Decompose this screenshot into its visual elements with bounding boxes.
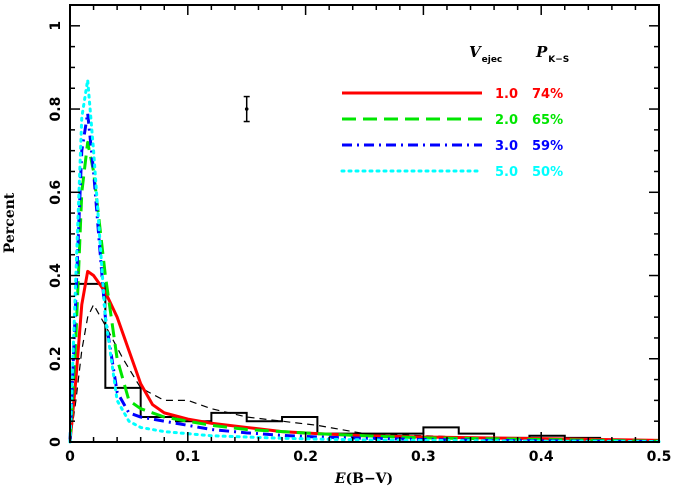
series-line-5-0 bbox=[68, 78, 661, 444]
x-axis-title: E(B−V) bbox=[334, 471, 393, 487]
y-tick-label: 0.4 bbox=[48, 263, 64, 288]
y-axis-title: Percent bbox=[2, 192, 18, 253]
plot-content bbox=[68, 78, 661, 444]
x-tick-label: 0.2 bbox=[293, 449, 318, 465]
axis-ticks: 0 0.1 0.2 0.3 0.4 0.5 0 0.2 0.4 0.6 0.8 1 bbox=[48, 5, 671, 465]
legend-label-pks: 65% bbox=[532, 113, 563, 128]
legend-label-pks: 59% bbox=[532, 139, 563, 154]
legend-label-vejec: 1.0 bbox=[495, 87, 518, 102]
legend-label-pks: 74% bbox=[532, 87, 563, 102]
legend: Vejec PK−S 1.0 74% 2.0 65% 3.0 59% 5.0 50% bbox=[340, 43, 569, 180]
legend-label-vejec: 5.0 bbox=[495, 165, 518, 180]
y-tick-label: 0.6 bbox=[48, 180, 64, 205]
legend-header-vejec: Vejec bbox=[469, 43, 502, 65]
plot-frame bbox=[69, 4, 660, 443]
x-tick-label: 0.3 bbox=[411, 449, 436, 465]
legend-label-vejec: 3.0 bbox=[495, 139, 518, 154]
y-tick-label: 1 bbox=[48, 21, 64, 31]
y-tick-label: 0.2 bbox=[48, 346, 64, 371]
x-tick-label: 0.5 bbox=[647, 449, 672, 465]
legend-label-pks: 50% bbox=[532, 165, 563, 180]
x-tick-label: 0.1 bbox=[175, 449, 200, 465]
x-tick-label: 0.4 bbox=[529, 449, 554, 465]
x-tick-label: 0 bbox=[65, 449, 75, 465]
legend-label-vejec: 2.0 bbox=[495, 113, 518, 128]
y-tick-label: 0.8 bbox=[48, 97, 64, 122]
y-tick-label: 0 bbox=[48, 437, 64, 447]
error-bar bbox=[243, 95, 250, 123]
legend-header-pks: PK−S bbox=[535, 43, 569, 65]
series-line-3-0 bbox=[68, 111, 660, 444]
